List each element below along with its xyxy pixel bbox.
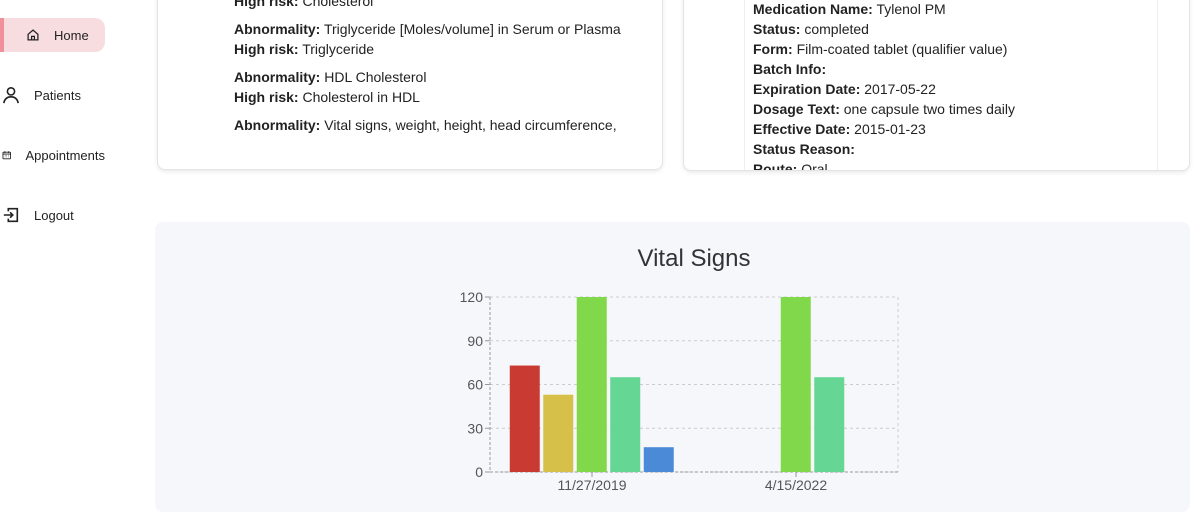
- field-value: Oral: [801, 161, 828, 171]
- user-icon: [3, 86, 19, 104]
- field-label: Expiration Date:: [753, 81, 861, 97]
- bar: [576, 297, 607, 472]
- field-value: 2017-05-22: [864, 81, 936, 97]
- high-risk-line: High risk: Cholesterol in HDL: [234, 87, 621, 107]
- field-value: Cholesterol in HDL: [302, 89, 420, 105]
- y-tick-label: 60: [467, 377, 483, 393]
- medication-field: Expiration Date: 2017-05-22: [753, 79, 1015, 99]
- field-label: High risk:: [234, 89, 299, 105]
- field-label: Status Reason:: [753, 141, 855, 157]
- field-label: Effective Date:: [753, 121, 851, 137]
- field-value: one capsule two times daily: [843, 101, 1015, 117]
- sidebar-item-label: Logout: [34, 207, 74, 223]
- sidebar-item-label: Appointments: [25, 147, 106, 163]
- bar: [610, 377, 641, 472]
- medication-scroll-region[interactable]: Medication Name: Tylenol PM Status: compl…: [744, 0, 1158, 171]
- risk-item: Abnormality: Triglyceride [Moles/volume]…: [234, 19, 621, 59]
- field-label: Batch Info:: [753, 61, 827, 77]
- field-label: Form:: [753, 41, 793, 57]
- field-value: HDL Cholesterol: [324, 69, 427, 85]
- field-label: Dosage Text:: [753, 101, 840, 117]
- field-label: Abnormality:: [234, 21, 321, 37]
- field-label: Abnormality:: [234, 69, 321, 85]
- high-risk-line: High risk: Cholesterol: [234, 0, 621, 11]
- field-label: Status:: [753, 21, 801, 37]
- bar: [509, 365, 540, 472]
- y-tick-label: 30: [467, 420, 483, 436]
- risk-item: Abnormality: Vital signs, weight, height…: [234, 115, 621, 135]
- vital-signs-chart: Vital Signs 0 30 60 90 120 11/27/2019 4/15/2022: [460, 245, 899, 493]
- field-label: High risk:: [234, 0, 299, 9]
- abnormality-line: Abnormality: Triglyceride [Moles/volume]…: [234, 19, 621, 39]
- bar: [543, 394, 574, 472]
- medication-field: Medication Name: Tylenol PM: [753, 0, 1015, 19]
- field-value: Vital signs, weight, height, head circum…: [324, 117, 617, 133]
- sidebar-item-appointments[interactable]: Appointments: [0, 138, 105, 172]
- high-risk-line: High risk: Triglyceride: [234, 39, 621, 59]
- bar: [780, 297, 811, 472]
- logout-icon: [3, 207, 19, 223]
- field-value: Triglyceride [Moles/volume] in Serum or …: [323, 21, 621, 37]
- medication-field: Route: Oral: [753, 159, 1015, 171]
- bar: [814, 377, 845, 472]
- field-value: Triglyceride: [302, 41, 375, 57]
- sidebar-item-home[interactable]: Home: [0, 18, 105, 52]
- field-label: Medication Name:: [753, 1, 873, 17]
- x-tick-label: 11/27/2019: [557, 477, 626, 493]
- medication-field: Status: completed: [753, 19, 1015, 39]
- bar: [643, 447, 674, 472]
- medication-field: Dosage Text: one capsule two times daily: [753, 99, 1015, 119]
- risk-item: Abnormality: HDL Cholesterol High risk: C…: [234, 67, 621, 107]
- field-label: High risk:: [234, 41, 299, 57]
- home-icon: [27, 29, 39, 41]
- y-tick-label: 0: [475, 464, 483, 480]
- vital-signs-chart-card: Vital Signs 0 30 60 90 120 11/27/2019 4/15/2022: [155, 222, 1190, 512]
- field-label: Route:: [753, 161, 798, 171]
- sidebar-item-label: Patients: [34, 87, 81, 103]
- field-value: 2015-01-23: [854, 121, 926, 137]
- field-value: completed: [804, 21, 869, 37]
- field-value: Film-coated tablet (qualifier value): [796, 41, 1008, 57]
- field-label: Abnormality:: [234, 117, 321, 133]
- medication-field: Batch Info:: [753, 59, 1015, 79]
- risk-card: High risk: Cholesterol Abnormality: Trigl…: [157, 0, 663, 170]
- sidebar-item-label: Home: [54, 27, 89, 43]
- calendar-icon: [2, 151, 11, 160]
- chart-title: Vital Signs: [638, 245, 751, 272]
- field-value: Tylenol PM: [876, 1, 946, 17]
- field-value: Cholesterol: [302, 0, 374, 9]
- medication-field: Form: Film-coated tablet (qualifier valu…: [753, 39, 1015, 59]
- medication-card: Medication Name: Tylenol PM Status: compl…: [683, 0, 1190, 171]
- sidebar-item-patients[interactable]: Patients: [0, 78, 105, 112]
- abnormality-line: Abnormality: Vital signs, weight, height…: [234, 115, 621, 135]
- medication-field: Status Reason:: [753, 139, 1015, 159]
- y-tick-label: 120: [460, 289, 484, 305]
- abnormality-line: Abnormality: HDL Cholesterol: [234, 67, 621, 87]
- x-tick-label: 4/15/2022: [765, 477, 827, 493]
- sidebar-item-logout[interactable]: Logout: [0, 198, 105, 232]
- medication-field: Effective Date: 2015-01-23: [753, 119, 1015, 139]
- y-tick-label: 90: [467, 333, 483, 349]
